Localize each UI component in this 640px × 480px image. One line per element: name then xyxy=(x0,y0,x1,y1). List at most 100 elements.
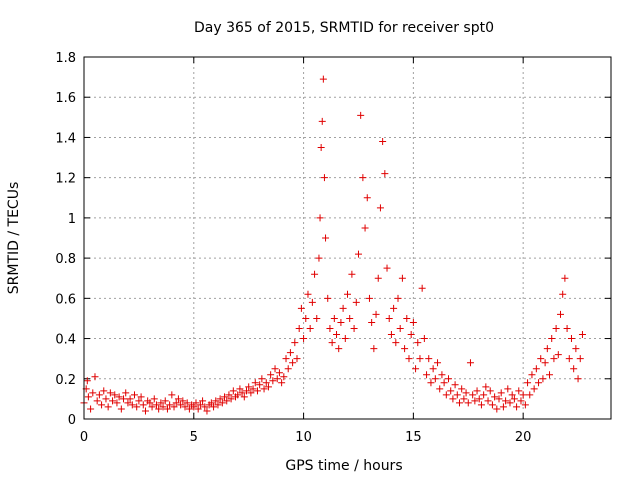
data-point xyxy=(280,373,288,381)
data-point xyxy=(530,385,538,393)
data-point xyxy=(155,405,163,413)
data-point xyxy=(508,391,516,399)
data-point xyxy=(284,365,292,373)
data-point xyxy=(258,375,266,383)
data-point xyxy=(451,381,459,389)
data-point xyxy=(535,379,543,387)
y-tick-label: 1 xyxy=(68,212,76,227)
data-point xyxy=(245,383,253,391)
data-point xyxy=(416,355,424,363)
data-point xyxy=(559,290,567,298)
data-point xyxy=(159,403,167,411)
data-point xyxy=(120,395,128,403)
data-point xyxy=(423,371,431,379)
data-point xyxy=(304,290,312,298)
data-point xyxy=(302,314,310,322)
data-point xyxy=(324,294,332,302)
data-point xyxy=(238,389,246,397)
data-point xyxy=(344,290,351,298)
data-point xyxy=(550,355,558,363)
data-point xyxy=(168,391,176,399)
data-point xyxy=(460,395,468,403)
data-point xyxy=(221,393,229,401)
data-point xyxy=(392,339,400,347)
data-point xyxy=(510,395,518,403)
data-point xyxy=(517,397,525,405)
y-tick-label: 1.8 xyxy=(55,51,76,66)
data-point xyxy=(486,387,494,395)
data-point xyxy=(139,401,147,409)
data-point xyxy=(398,274,406,282)
data-point xyxy=(442,391,450,399)
data-point xyxy=(93,397,101,405)
data-point xyxy=(98,401,106,409)
data-point xyxy=(401,345,409,353)
y-tick-label: 1.4 xyxy=(55,131,76,146)
data-point xyxy=(271,365,279,373)
data-point xyxy=(322,234,330,242)
data-point xyxy=(223,397,231,405)
data-point xyxy=(414,339,422,347)
data-point xyxy=(319,75,327,83)
data-point xyxy=(438,371,446,379)
data-point xyxy=(521,401,529,409)
data-point xyxy=(148,403,156,411)
data-point xyxy=(141,407,149,415)
data-point xyxy=(532,365,540,373)
data-point xyxy=(464,399,472,407)
data-point xyxy=(576,355,584,363)
data-point xyxy=(475,395,483,403)
data-point xyxy=(394,294,402,302)
x-tick-label: 10 xyxy=(295,430,312,445)
data-point xyxy=(548,335,556,343)
data-point xyxy=(106,389,114,397)
data-point xyxy=(124,399,132,407)
data-point xyxy=(504,385,512,393)
data-point xyxy=(157,399,165,407)
data-point xyxy=(249,385,257,393)
data-point xyxy=(341,335,349,343)
data-point xyxy=(420,335,428,343)
data-point xyxy=(242,387,250,395)
data-point xyxy=(326,325,334,332)
data-point xyxy=(170,403,178,411)
data-point xyxy=(526,391,534,399)
data-point xyxy=(449,395,457,403)
data-point xyxy=(434,359,442,367)
data-point xyxy=(543,345,551,353)
data-point xyxy=(333,331,341,339)
x-tick-label: 20 xyxy=(515,430,532,445)
data-point xyxy=(350,325,358,332)
data-point xyxy=(89,389,97,397)
data-point xyxy=(528,371,536,379)
data-point xyxy=(131,391,139,399)
data-point xyxy=(201,403,209,411)
data-point xyxy=(161,397,169,405)
data-point xyxy=(122,389,130,397)
data-point xyxy=(234,391,242,399)
x-tick-label: 5 xyxy=(190,430,198,445)
data-point xyxy=(431,375,439,383)
data-point xyxy=(311,270,319,278)
data-point xyxy=(519,391,527,399)
data-point xyxy=(330,314,338,322)
data-point xyxy=(109,397,117,405)
data-point xyxy=(308,298,316,306)
data-point xyxy=(477,401,485,409)
data-point xyxy=(458,385,466,393)
data-point xyxy=(196,401,204,409)
data-point xyxy=(282,355,290,363)
data-point xyxy=(172,399,180,407)
data-point xyxy=(515,387,523,395)
data-point xyxy=(565,355,573,363)
data-point xyxy=(295,325,303,332)
data-point xyxy=(179,397,187,405)
data-point xyxy=(291,339,299,347)
data-point xyxy=(225,391,233,399)
data-point xyxy=(150,395,158,403)
data-point xyxy=(506,399,514,407)
data-point xyxy=(229,387,237,395)
data-point xyxy=(365,294,373,302)
data-point xyxy=(409,318,417,326)
